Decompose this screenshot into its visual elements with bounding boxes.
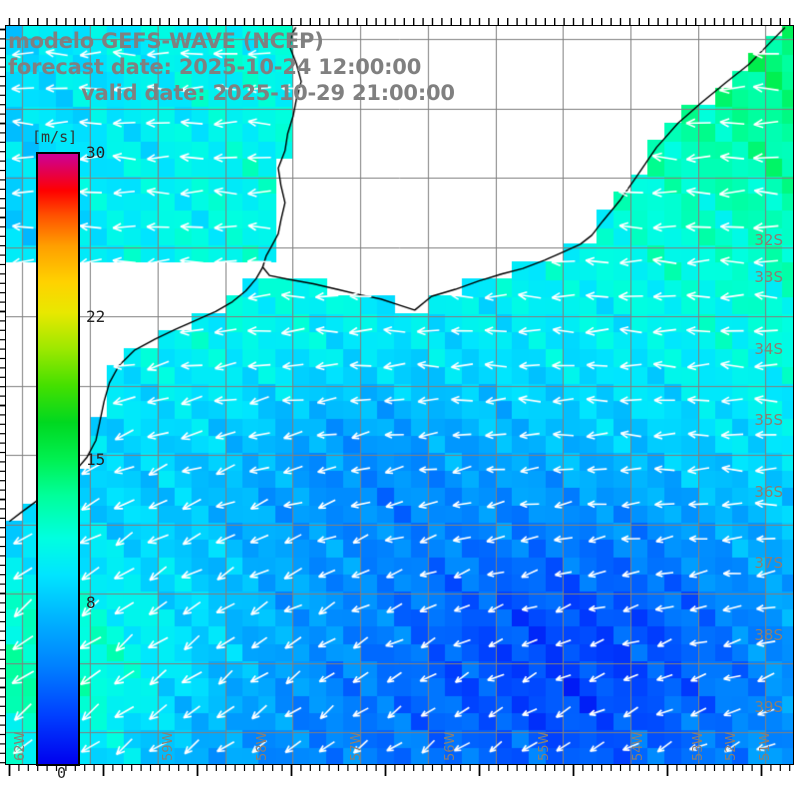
colorbar-tick-8: 8 (86, 593, 96, 613)
wind-speed-heatmap-canvas[interactable] (6, 26, 793, 764)
colorbar-gradient (36, 152, 80, 766)
bottom-tick-ruler (8, 764, 791, 776)
map-frame[interactable]: 62W60W59W58W57W56W55W54W53W52W51W 32S33S… (5, 25, 794, 765)
colorbar-tick-15: 15 (86, 450, 106, 469)
colorbar-tick-22: 22 (86, 306, 106, 326)
colorbar-unit-label: [m/s] (32, 128, 78, 146)
colorbar-min-label: 0 (57, 764, 67, 782)
colorbar-tick-30: 30 (86, 143, 106, 162)
